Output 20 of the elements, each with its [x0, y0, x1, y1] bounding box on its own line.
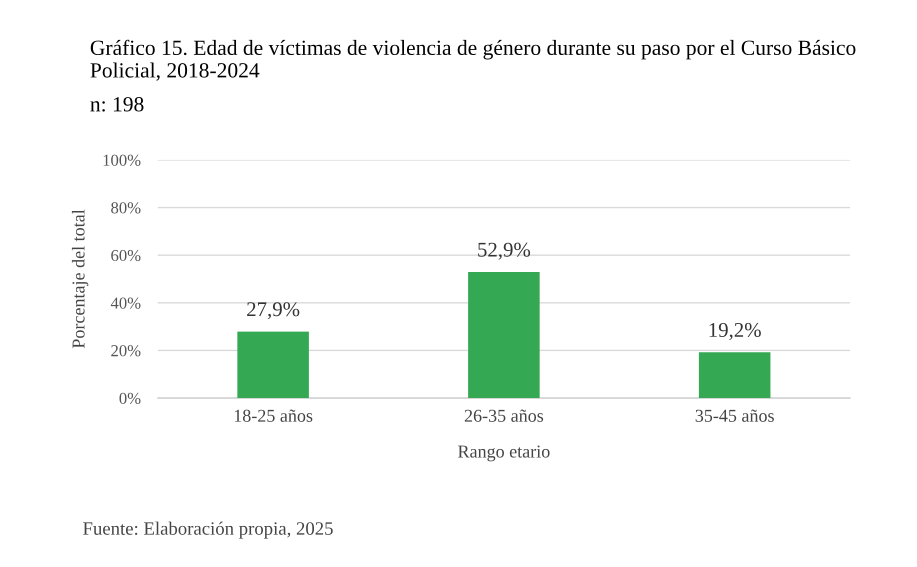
data-label: 27,9%	[247, 302, 300, 320]
chart-title: Gráfico 15. Edad de víctimas de violencia de género durante su paso por el Curso Básico Policial, 2018-2024	[90, 40, 856, 81]
bar	[468, 272, 540, 398]
bar	[698, 352, 770, 398]
y-axis-title: Porcentaje del total	[72, 210, 88, 348]
y-tick-label: 60%	[111, 250, 140, 262]
y-tick-label: 100%	[104, 154, 140, 166]
data-label: 19,2%	[710, 322, 761, 340]
y-tick-label: 20%	[111, 345, 140, 356]
x-axis-title: Rango etario	[458, 445, 550, 462]
source-note: Fuente: Elaboración propia, 2025	[83, 522, 333, 539]
data-label: 52,9%	[478, 242, 530, 260]
bar	[237, 332, 309, 398]
y-tick-label: 80%	[111, 202, 140, 214]
y-tick-label: 0%	[119, 392, 140, 404]
x-tick-label: 18-25 años	[234, 410, 312, 422]
chart-subtitle: n: 198	[90, 97, 144, 112]
x-tick-label: 35-45 años	[696, 410, 774, 422]
y-tick-label: 40%	[110, 297, 140, 309]
x-tick-label: 26-35 años	[464, 410, 544, 422]
